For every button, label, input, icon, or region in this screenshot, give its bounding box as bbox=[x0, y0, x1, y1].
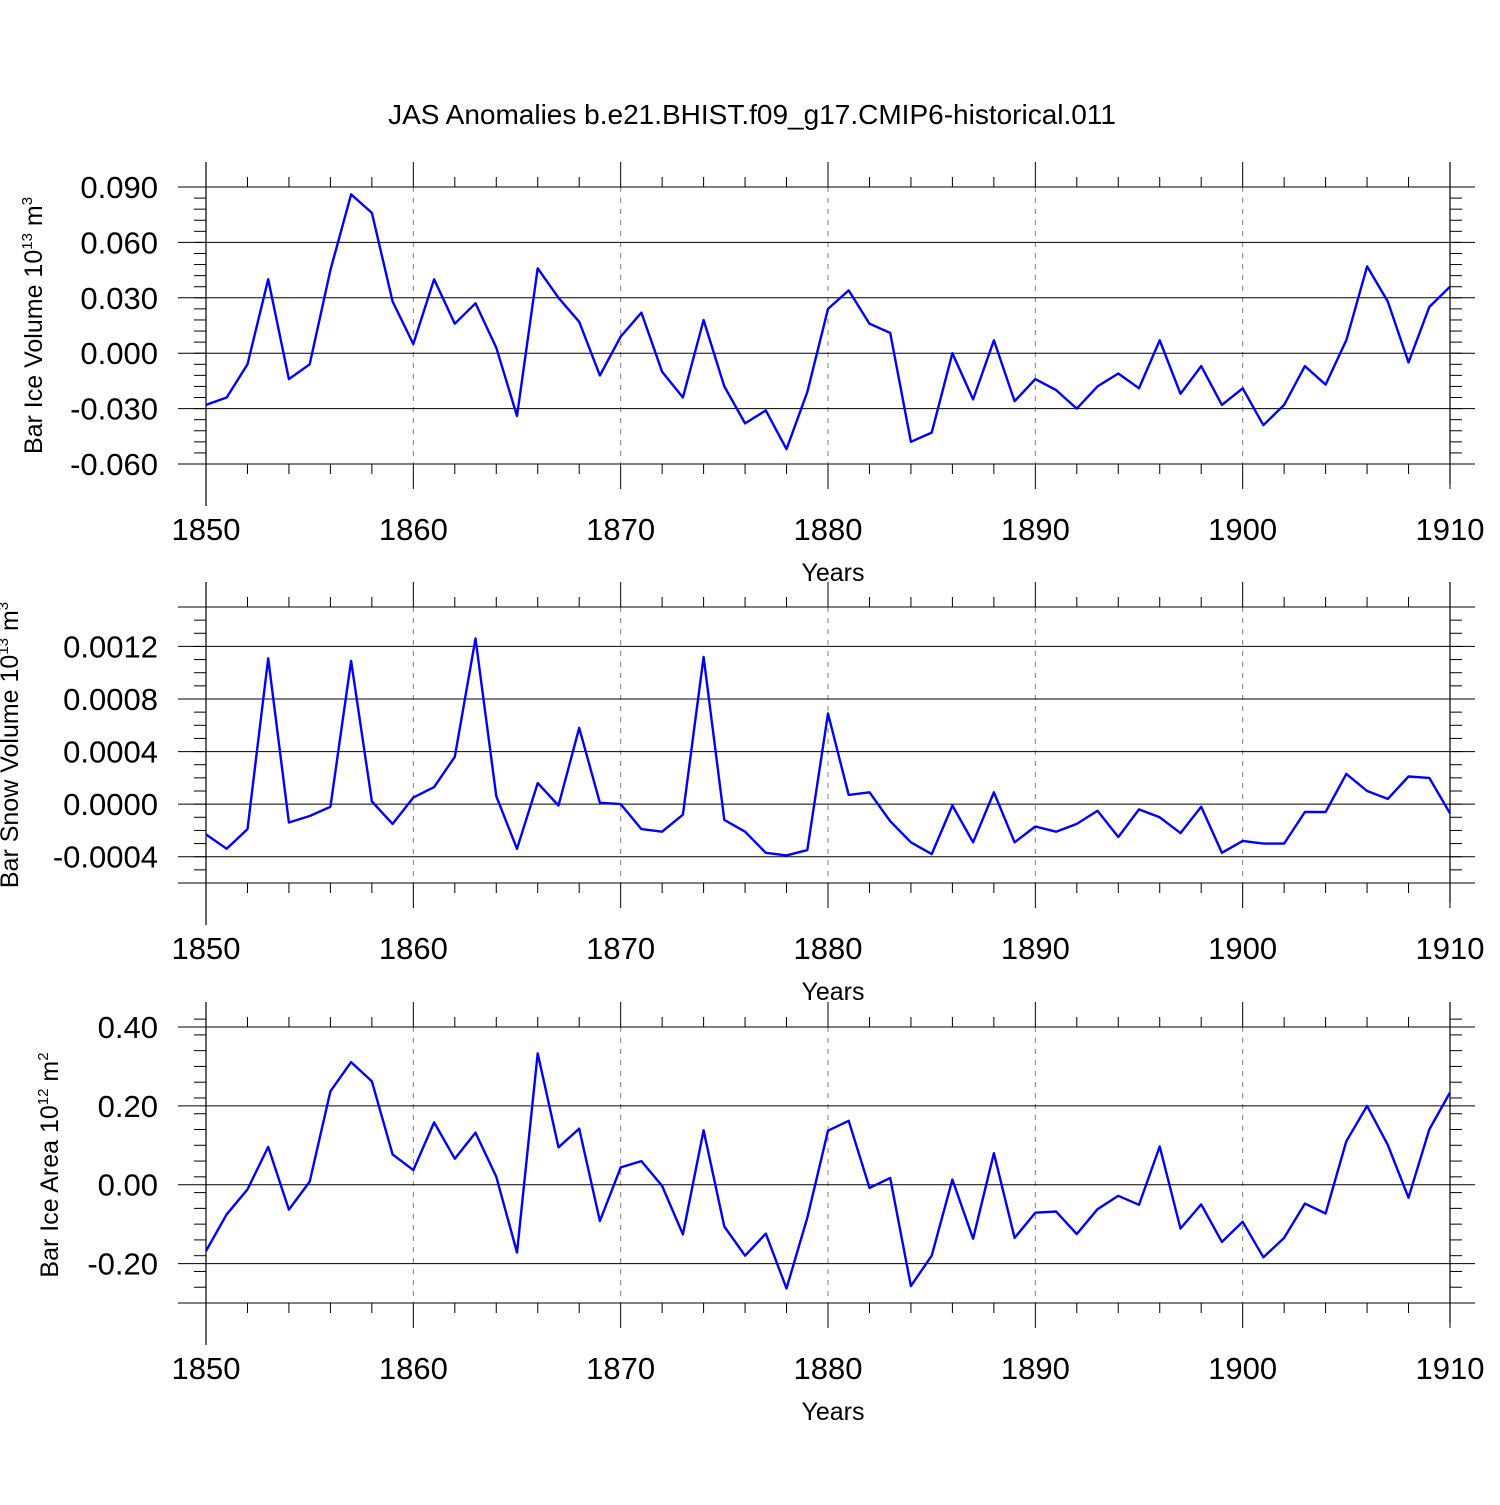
y-axis-title-part: Bar Snow Volume 10 bbox=[0, 655, 24, 888]
y-tick-label: 0.0004 bbox=[63, 735, 158, 770]
y-axis-title-superscript: 2 bbox=[35, 1052, 52, 1060]
x-tick-label: 1850 bbox=[172, 1351, 241, 1386]
x-tick-label: 1890 bbox=[1001, 931, 1070, 966]
y-axis-title-superscript: 13 bbox=[0, 638, 12, 655]
y-tick-label: 0.000 bbox=[80, 336, 158, 371]
x-tick-label: 1850 bbox=[172, 512, 241, 547]
x-tick-label: 1900 bbox=[1208, 1351, 1277, 1386]
x-tick-label: 1890 bbox=[1001, 512, 1070, 547]
x-axis-title: Years bbox=[801, 559, 864, 587]
x-tick-label: 1880 bbox=[794, 512, 863, 547]
x-tick-label: 1860 bbox=[379, 1351, 448, 1386]
x-tick-label: 1890 bbox=[1001, 1351, 1070, 1386]
y-tick-label: 0.00 bbox=[98, 1168, 158, 1203]
x-tick-label: 1880 bbox=[794, 931, 863, 966]
y-tick-label: -0.030 bbox=[70, 392, 158, 427]
y-tick-label: 0.0000 bbox=[63, 787, 158, 822]
y-tick-label: 0.090 bbox=[80, 170, 158, 205]
y-axis-title-part: m bbox=[20, 205, 48, 233]
x-tick-label: 1870 bbox=[586, 1351, 655, 1386]
x-tick-label: 1910 bbox=[1416, 1351, 1485, 1386]
x-tick-label: 1900 bbox=[1208, 512, 1277, 547]
y-tick-label: -0.20 bbox=[87, 1247, 158, 1282]
y-axis-title-part: Bar Ice Volume 10 bbox=[20, 250, 48, 454]
x-tick-label: 1870 bbox=[586, 512, 655, 547]
y-axis-title-superscript: 12 bbox=[35, 1089, 52, 1106]
x-tick-label: 1910 bbox=[1416, 512, 1485, 547]
y-axis-title-part: m bbox=[0, 610, 24, 638]
x-tick-label: 1860 bbox=[379, 931, 448, 966]
y-axis-title-superscript: 3 bbox=[0, 602, 12, 610]
y-axis-title-superscript: 3 bbox=[19, 197, 36, 205]
y-tick-label: 0.030 bbox=[80, 281, 158, 316]
y-axis-title: Bar Ice Area 1012 m2 bbox=[35, 1052, 64, 1277]
y-axis-title-part: m bbox=[36, 1061, 64, 1089]
x-axis-title: Years bbox=[801, 978, 864, 1006]
x-tick-label: 1900 bbox=[1208, 931, 1277, 966]
x-tick-label: 1880 bbox=[794, 1351, 863, 1386]
y-tick-label: 0.40 bbox=[98, 1010, 158, 1045]
x-tick-label: 1860 bbox=[379, 512, 448, 547]
x-axis-title: Years bbox=[801, 1398, 864, 1426]
y-tick-label: 0.20 bbox=[98, 1089, 158, 1124]
x-tick-label: 1850 bbox=[172, 931, 241, 966]
y-tick-label: -0.0004 bbox=[53, 840, 158, 875]
chart-title: JAS Anomalies b.e21.BHIST.f09_g17.CMIP6-… bbox=[388, 99, 1116, 130]
x-tick-label: 1870 bbox=[586, 931, 655, 966]
y-tick-label: 0.0008 bbox=[63, 682, 158, 717]
y-tick-label: 0.060 bbox=[80, 225, 158, 260]
y-tick-label: -0.060 bbox=[70, 447, 158, 482]
y-tick-label: 0.0012 bbox=[63, 629, 158, 664]
x-tick-label: 1910 bbox=[1416, 931, 1485, 966]
y-axis-title-part: Bar Ice Area 10 bbox=[36, 1105, 64, 1277]
y-axis-title-superscript: 13 bbox=[19, 233, 36, 250]
